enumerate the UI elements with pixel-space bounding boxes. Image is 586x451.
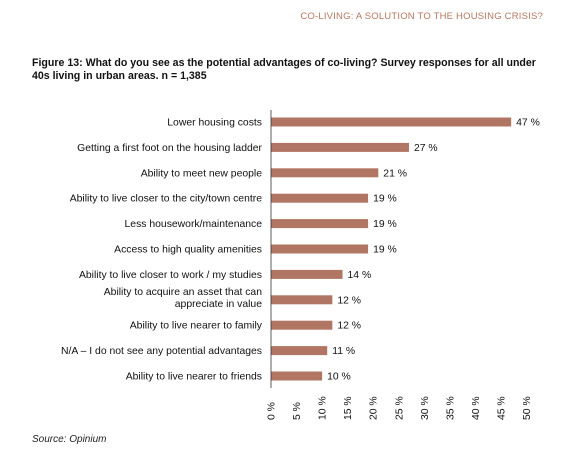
x-tick-label: 50 % <box>522 396 533 420</box>
value-label: 12 % <box>337 295 361 306</box>
value-label: 19 % <box>373 219 397 230</box>
x-tick-label: 35 % <box>445 396 456 420</box>
category-label: Ability to live closer to work / my stud… <box>79 270 262 281</box>
value-label: 19 % <box>373 245 397 256</box>
category-label: Access to high quality amenities <box>114 245 262 256</box>
value-label: 47 % <box>516 118 540 129</box>
x-tick-label: 0 % <box>267 402 278 420</box>
bar <box>271 117 512 127</box>
source-note: Source: Opinium <box>32 434 107 445</box>
category-label: N/A – I do not see any potential advanta… <box>61 346 262 357</box>
x-tick-label: 15 % <box>343 396 354 420</box>
value-label: 12 % <box>337 321 361 332</box>
value-label: 14 % <box>348 270 372 281</box>
category-label: Ability to live nearer to friends <box>126 372 262 383</box>
category-label: Ability to live nearer to family <box>130 321 263 332</box>
bar <box>271 295 333 305</box>
category-label: Ability to acquire an asset that can appr… <box>104 287 262 310</box>
bar <box>271 269 343 279</box>
bar <box>271 371 323 381</box>
value-label: 19 % <box>373 194 397 205</box>
category-label: Lower housing costs <box>167 118 262 129</box>
x-tick-label: 20 % <box>369 396 380 420</box>
category-label: Ability to live closer to the city/town … <box>70 194 263 205</box>
x-tick-label: 45 % <box>496 396 507 420</box>
category-label: Ability to meet new people <box>141 168 263 179</box>
x-tick-label: 5 % <box>292 402 303 420</box>
bar <box>271 168 379 178</box>
category-label: Getting a first foot on the housing ladd… <box>77 143 262 154</box>
x-tick-label: 30 % <box>420 396 431 420</box>
category-label: Less housework/maintenance <box>125 219 263 230</box>
bar <box>271 346 328 356</box>
bar <box>271 142 409 152</box>
value-label: 11 % <box>332 346 355 357</box>
x-tick-label: 40 % <box>471 396 482 420</box>
bar <box>271 193 369 203</box>
value-label: 21 % <box>383 168 407 179</box>
bar <box>271 244 369 254</box>
bar <box>271 219 369 229</box>
value-label: 10 % <box>327 372 351 383</box>
figure-title: Figure 13: What do you see as the potent… <box>32 57 536 82</box>
x-tick-label: 10 % <box>318 396 329 420</box>
bar <box>271 320 333 330</box>
report-header: CO-LIVING: A SOLUTION TO THE HOUSING CRI… <box>300 11 543 22</box>
x-tick-label: 25 % <box>394 396 405 420</box>
value-label: 27 % <box>414 143 438 154</box>
